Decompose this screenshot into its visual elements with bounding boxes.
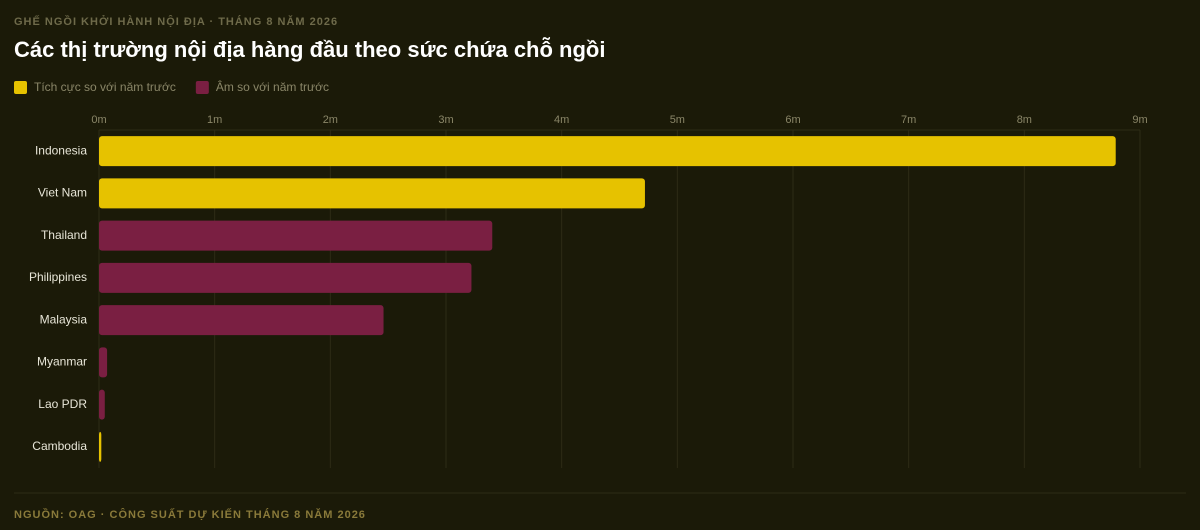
- bar: [99, 262, 472, 293]
- x-tick-label: 6m: [785, 114, 800, 126]
- legend-label: Tích cực so với năm trước: [34, 80, 176, 94]
- x-tick-label: 3m: [438, 114, 453, 126]
- x-tick-label: 0m: [91, 114, 106, 126]
- bar: [99, 389, 105, 420]
- legend-swatch: [195, 81, 209, 94]
- y-tick-label: Indonesia: [35, 143, 87, 157]
- x-tick-label: 8m: [1017, 114, 1032, 126]
- legend-swatch: [14, 81, 27, 94]
- y-tick-label: Thailand: [41, 228, 87, 242]
- bar: [99, 305, 384, 336]
- x-tick-label: 5m: [670, 114, 685, 126]
- y-tick-label: Cambodia: [32, 439, 87, 453]
- y-tick-label: Lao PDR: [38, 397, 87, 411]
- chart-title: Các thị trường nội địa hàng đầu theo sức…: [14, 37, 605, 62]
- y-tick-label: Malaysia: [40, 312, 88, 326]
- x-tick-label: 2m: [323, 114, 338, 126]
- x-tick-label: 1m: [207, 114, 222, 126]
- source: NGUỒN: OAG · CÔNG SUẤT DỰ KIẾN THÁNG 8 N…: [14, 508, 366, 521]
- x-tick-label: 7m: [901, 114, 916, 126]
- bar: [99, 220, 493, 251]
- y-tick-label: Myanmar: [37, 355, 87, 369]
- bar: [99, 347, 108, 378]
- x-tick-label: 4m: [554, 114, 569, 126]
- bar: [99, 178, 645, 209]
- bar: [99, 136, 1116, 167]
- y-tick-label: Viet Nam: [38, 186, 87, 200]
- y-tick-label: Philippines: [29, 270, 87, 284]
- x-tick-label: 9m: [1132, 114, 1147, 126]
- legend-label: Âm so với năm trước: [216, 79, 329, 94]
- bar: [99, 431, 102, 462]
- supertitle: GHẾ NGỒI KHỞI HÀNH NỘI ĐỊA · THÁNG 8 NĂM…: [14, 15, 338, 28]
